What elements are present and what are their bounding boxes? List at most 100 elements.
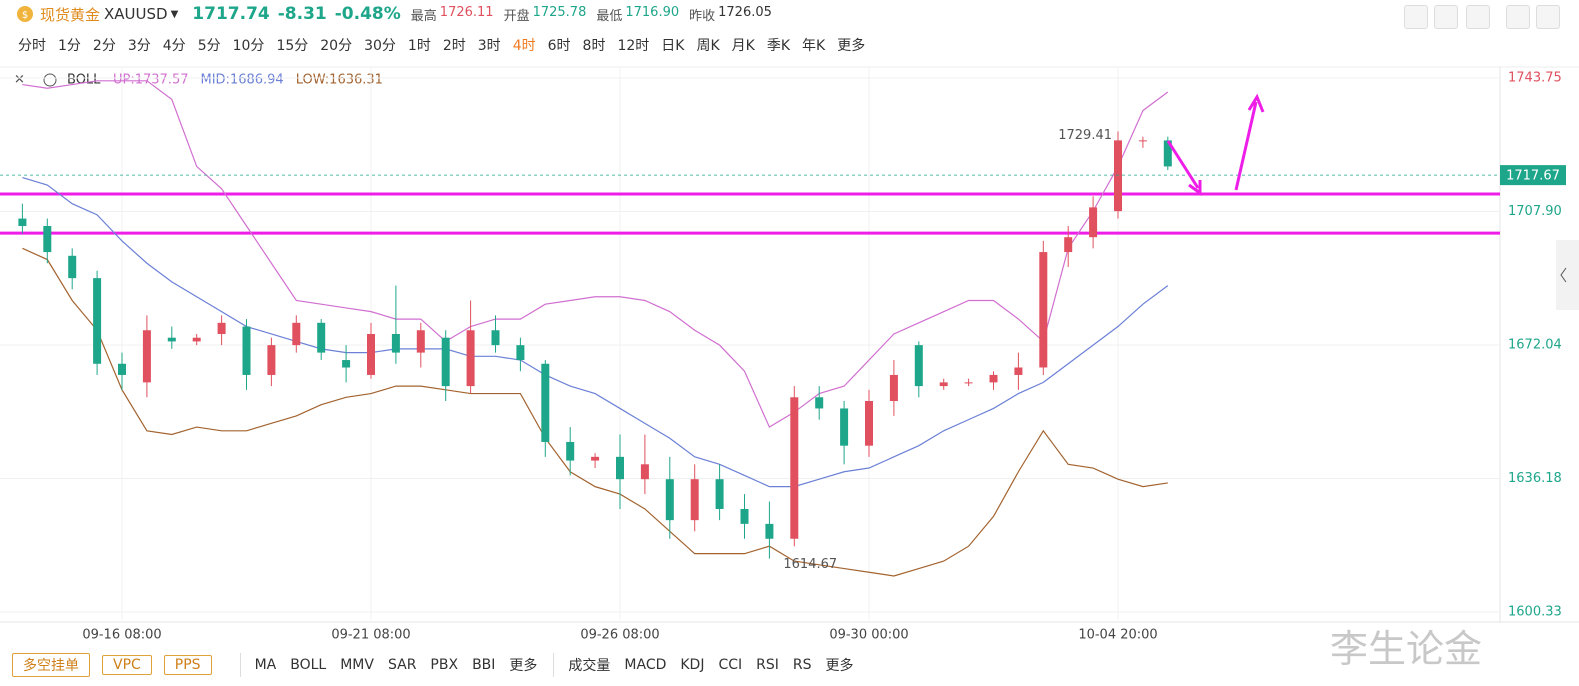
indicator-name: BOLL — [67, 73, 101, 88]
indicator[interactable]: CCI — [718, 657, 743, 673]
candle-body — [317, 322, 326, 353]
change-pct: -0.48% — [334, 4, 401, 24]
interval[interactable]: 4分 — [162, 38, 186, 54]
symbol[interactable]: XAUUSD — [104, 5, 168, 23]
interval[interactable]: 1时 — [407, 38, 431, 54]
candle-body — [690, 479, 699, 521]
indicator[interactable]: BOLL — [290, 657, 327, 673]
stat-value: 1716.90 — [625, 4, 680, 20]
stat-value: 1725.78 — [532, 4, 587, 20]
button[interactable]: VPC — [102, 655, 152, 675]
indicator[interactable]: MACD — [624, 657, 667, 673]
candle-body — [889, 374, 898, 402]
candle-body — [491, 330, 500, 346]
indicator[interactable]: SAR — [387, 657, 417, 673]
candle-body — [118, 363, 126, 375]
indicator[interactable]: MA — [254, 657, 277, 673]
low-label: 1614.67 — [783, 557, 837, 572]
candle-body — [765, 523, 774, 539]
settings-icon[interactable] — [43, 73, 57, 87]
y-tick-label: 1672.04 — [1508, 338, 1562, 353]
boll-line — [22, 80, 1169, 428]
indicator[interactable]: BBI — [472, 657, 496, 673]
interval[interactable]: 1分 — [58, 38, 81, 54]
interval[interactable]: 月K — [731, 38, 755, 54]
interval[interactable]: 周K — [696, 38, 720, 54]
candle-body — [267, 345, 276, 375]
indicator[interactable]: RS — [792, 657, 812, 673]
candle-body — [914, 345, 923, 387]
indicator[interactable]: MMV — [340, 657, 374, 673]
interval[interactable]: 2时 — [442, 38, 466, 54]
side-tab-icon — [1560, 267, 1567, 283]
candle-body — [1163, 140, 1172, 167]
interval[interactable]: 15分 — [276, 38, 309, 54]
tool-btn[interactable] — [1434, 5, 1458, 29]
candle-body — [865, 401, 873, 446]
candle-body — [416, 330, 425, 353]
indicator[interactable]: 更多 — [509, 658, 538, 674]
interval[interactable]: 30分 — [364, 38, 396, 54]
candle-body — [1014, 367, 1023, 375]
interval[interactable]: 8时 — [582, 38, 606, 54]
interval[interactable]: 10分 — [232, 38, 265, 54]
candle-body — [68, 255, 77, 279]
indicator[interactable]: PBX — [430, 657, 459, 673]
interval[interactable]: 3时 — [477, 38, 501, 54]
interval[interactable]: 5分 — [197, 38, 221, 54]
tool-btn[interactable] — [1506, 5, 1530, 29]
interval[interactable]: 4时 — [512, 38, 536, 54]
candle-body — [616, 456, 624, 480]
legend-entry: MID:1686.94 — [201, 73, 284, 88]
boll-line — [22, 247, 1168, 577]
interval[interactable]: 3分 — [127, 38, 151, 54]
button[interactable]: 多空挂单 — [12, 653, 90, 677]
interval[interactable]: 更多 — [837, 38, 866, 54]
indicator[interactable]: 成交量 — [568, 658, 611, 674]
interval[interactable]: 6时 — [547, 38, 571, 54]
candle-body — [964, 382, 973, 384]
interval[interactable]: 日K — [661, 38, 685, 54]
stat-value: 1726.11 — [439, 4, 494, 20]
coin-icon: $ — [17, 6, 33, 22]
candle-body — [391, 333, 400, 353]
indicator-bar: 多空挂单 VPC PPS MA BOLL MMV SAR PBX BBI 更多 成交量 MACD KDJ… — [12, 652, 854, 678]
candle-body — [466, 330, 475, 387]
name: 现货黄金 — [40, 5, 101, 24]
interval[interactable]: 20分 — [320, 38, 353, 54]
separator — [553, 653, 555, 677]
candle-body — [939, 382, 948, 387]
interval[interactable]: 年K — [802, 38, 826, 54]
indicator[interactable]: RSI — [756, 657, 779, 673]
x-tick-label: 09-21 08:00 — [331, 628, 410, 643]
interval[interactable]: 2分 — [92, 38, 116, 54]
candle-body — [740, 508, 749, 524]
stat-label: 最高 — [410, 8, 437, 24]
close-icon[interactable]: ✕ — [14, 73, 25, 88]
interval[interactable]: 分时 — [18, 38, 46, 54]
candle-body — [1114, 140, 1122, 212]
y-tick-label: 1743.75 — [1508, 71, 1562, 86]
tool-btn[interactable] — [1404, 5, 1428, 29]
candle-body — [192, 337, 201, 342]
indicator[interactable]: 更多 — [825, 658, 854, 674]
candle-body — [142, 330, 151, 383]
stat-label: 昨收 — [689, 8, 716, 24]
candle-body — [1138, 140, 1147, 142]
side-tab[interactable] — [1556, 240, 1579, 310]
tool-btn[interactable] — [1466, 5, 1490, 29]
candle-body — [367, 333, 375, 375]
candle-body — [292, 322, 301, 346]
watermark: 李生论金 — [1330, 627, 1483, 671]
candle-body — [516, 345, 525, 361]
arrow-annotation — [1234, 93, 1265, 191]
interval[interactable]: 12时 — [617, 38, 650, 54]
high-label: 1729.41 — [1058, 128, 1112, 143]
boll-line — [22, 177, 1169, 488]
interval[interactable]: 季K — [766, 38, 791, 54]
indicator[interactable]: KDJ — [680, 657, 705, 673]
button[interactable]: PPS — [163, 655, 212, 675]
tool-btn[interactable] — [1536, 5, 1560, 29]
candle-body — [640, 464, 649, 480]
candle-body — [18, 218, 27, 227]
